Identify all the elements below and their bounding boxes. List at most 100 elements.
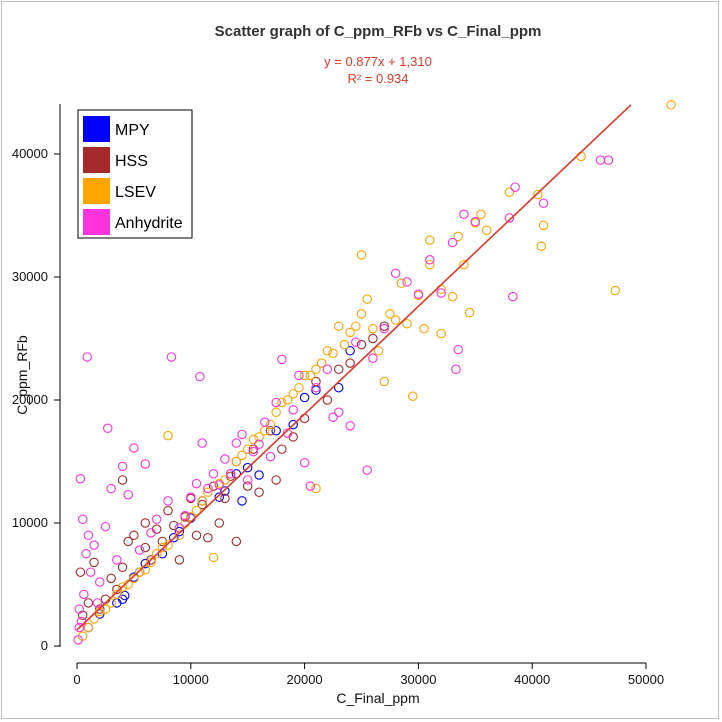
data-point [191,505,202,516]
data-point [271,475,281,485]
x-tick-label: 10000 [173,672,209,687]
data-point [413,289,424,299]
data-point [242,444,253,454]
data-point [197,499,207,510]
data-point [191,478,202,489]
data-point [379,323,390,334]
series-mpy [83,346,355,633]
legend: MPY HSS LSEV Anhydrite [77,109,193,239]
data-point [73,635,83,645]
data-point [333,321,344,331]
data-point [214,480,225,490]
data-point [536,241,547,252]
data-point [208,469,219,479]
data-point [351,337,361,347]
data-point [220,475,230,485]
data-point [379,321,390,331]
data-point [166,352,177,362]
data-point [254,470,264,480]
data-point [351,321,361,331]
data-point [168,520,179,531]
data-point [140,518,151,528]
data-point [208,552,219,563]
legend-swatch-hss [83,147,110,173]
data-point [134,567,145,577]
data-point [436,288,446,298]
data-point [311,364,321,374]
regression-r-squared: R² = 0.934 [347,71,408,86]
data-point [79,589,89,600]
data-point [174,555,185,565]
data-point [390,268,401,279]
data-point [271,397,281,408]
data-point [225,469,236,479]
data-point [385,309,395,319]
data-point [134,545,145,555]
data-point [89,540,99,550]
legend-label-mpy: MPY [115,122,150,139]
data-point [538,198,549,208]
data-point [117,461,128,472]
data-point [510,182,520,192]
data-point [453,344,463,355]
x-axis-ticks: 0 10000 20000 30000 40000 50000 [73,663,664,687]
data-point [100,521,111,532]
data-point [425,255,435,265]
x-tick-label: 0 [73,672,80,687]
data-point [254,439,264,450]
regression-equation: y = 0.877x + 1,310 [324,54,432,69]
data-point [368,333,378,344]
data-point [248,444,259,454]
data-point [356,250,367,260]
data-point [345,327,355,338]
data-point [504,213,515,223]
legend-label-hss: HSS [115,153,148,170]
y-tick-label: 30000 [12,269,48,284]
data-point [174,526,185,537]
data-point [214,518,225,528]
data-point [214,492,225,502]
data-point [265,425,276,436]
data-point [666,100,676,110]
data-point [123,489,133,500]
data-point [220,486,230,496]
data-point [419,323,429,334]
data-point [328,412,338,422]
data-point [396,278,407,288]
data-point [180,510,190,521]
data-point [129,443,139,453]
data-point [81,548,91,559]
legend-swatch-mpy [83,116,110,142]
data-point [373,346,384,356]
data-point [299,392,310,403]
data-point [390,315,401,325]
data-point [129,573,139,584]
data-point [425,259,435,270]
data-point [610,285,621,296]
data-point [112,555,122,565]
data-point [402,318,412,329]
data-point [333,382,344,393]
data-point [425,235,435,245]
data-point [288,419,298,430]
data-point [451,364,461,374]
data-point [74,604,85,614]
data-point [254,487,264,497]
x-tick-label: 50000 [628,672,664,687]
data-point [151,548,162,559]
data-point [163,505,173,516]
data-point [271,407,281,418]
data-point [453,231,463,242]
data-point [186,492,196,502]
data-point [345,346,355,356]
data-point [476,209,486,220]
data-point [603,155,614,165]
data-point [248,446,259,457]
data-point [95,609,105,619]
data-point [576,151,586,162]
data-point [294,370,304,381]
data-point [242,475,253,485]
data-point [106,573,116,584]
